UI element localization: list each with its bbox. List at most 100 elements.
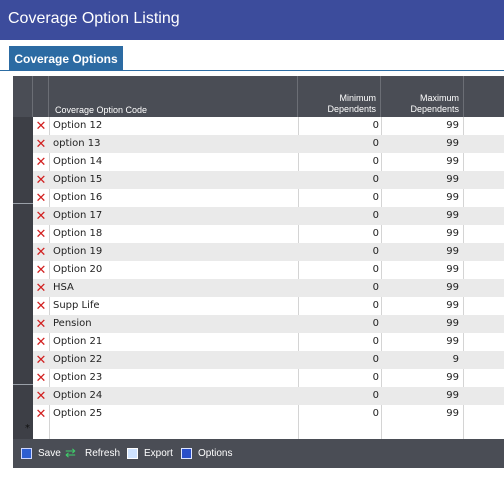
cell-coverage-option-code[interactable]: Option 24	[53, 390, 103, 401]
table-row[interactable]: ✕ Option 19 0 99	[33, 243, 504, 261]
table-row[interactable]: ✕ Option 15 0 99	[33, 171, 504, 189]
cell-coverage-option-code[interactable]: Option 16	[53, 192, 103, 203]
cell-coverage-option-code[interactable]: option 13	[53, 138, 101, 149]
table-row[interactable]: ✕ Supp Life 0 99	[33, 297, 504, 315]
table-row[interactable]: ✕ Option 20 0 99	[33, 261, 504, 279]
cell-minimum-dependents[interactable]: 0	[372, 120, 379, 131]
save-button[interactable]: Save	[21, 445, 61, 461]
cell-coverage-option-code[interactable]: HSA	[53, 282, 74, 293]
cell-minimum-dependents[interactable]: 0	[372, 192, 379, 203]
cell-maximum-dependents[interactable]: 99	[446, 264, 459, 275]
cell-minimum-dependents[interactable]: 0	[372, 372, 379, 383]
table-row[interactable]: ✕ option 13 0 99	[33, 135, 504, 153]
delete-x-icon[interactable]: ✕	[35, 208, 47, 224]
cell-maximum-dependents[interactable]: 99	[446, 138, 459, 149]
delete-x-icon[interactable]: ✕	[35, 370, 47, 386]
table-row[interactable]: ✕ Option 16 0 99	[33, 189, 504, 207]
cell-maximum-dependents[interactable]: 99	[446, 372, 459, 383]
delete-x-icon[interactable]: ✕	[35, 406, 47, 422]
cell-maximum-dependents[interactable]: 99	[446, 228, 459, 239]
column-header-min-label: Minimum Dependents	[327, 93, 376, 115]
column-divider	[463, 117, 464, 439]
cell-minimum-dependents[interactable]: 0	[372, 228, 379, 239]
cell-maximum-dependents[interactable]: 99	[446, 300, 459, 311]
cell-coverage-option-code[interactable]: Option 23	[53, 372, 103, 383]
export-button[interactable]: Export	[127, 445, 173, 461]
cell-maximum-dependents[interactable]: 99	[446, 408, 459, 419]
cell-minimum-dependents[interactable]: 0	[372, 138, 379, 149]
cell-minimum-dependents[interactable]: 0	[372, 390, 379, 401]
cell-coverage-option-code[interactable]: Option 21	[53, 336, 103, 347]
cell-minimum-dependents[interactable]: 0	[372, 210, 379, 221]
cell-coverage-option-code[interactable]: Option 19	[53, 246, 103, 257]
cell-maximum-dependents[interactable]: 99	[446, 282, 459, 293]
delete-x-icon[interactable]: ✕	[35, 262, 47, 278]
cell-coverage-option-code[interactable]: Option 14	[53, 156, 103, 167]
column-header-min-dependents[interactable]: Minimum Dependents	[298, 76, 381, 117]
table-row[interactable]: ✕ Option 24 0 99	[33, 387, 504, 405]
table-row[interactable]: ✕ HSA 0 99	[33, 279, 504, 297]
cell-minimum-dependents[interactable]: 0	[372, 354, 379, 365]
cell-maximum-dependents[interactable]: 99	[446, 318, 459, 329]
column-divider	[298, 117, 299, 439]
cell-maximum-dependents[interactable]: 99	[446, 210, 459, 221]
delete-x-icon[interactable]: ✕	[35, 244, 47, 260]
delete-x-icon[interactable]: ✕	[35, 190, 47, 206]
cell-maximum-dependents[interactable]: 99	[446, 192, 459, 203]
table-row[interactable]: ✕ Option 14 0 99	[33, 153, 504, 171]
column-header-code[interactable]: Coverage Option Code	[49, 76, 298, 117]
cell-maximum-dependents[interactable]: 9	[452, 354, 459, 365]
save-disk-icon	[21, 447, 32, 459]
cell-minimum-dependents[interactable]: 0	[372, 156, 379, 167]
table-row[interactable]: ✕ Option 23 0 99	[33, 369, 504, 387]
export-button-label: Export	[144, 447, 173, 459]
delete-x-icon[interactable]: ✕	[35, 154, 47, 170]
cell-coverage-option-code[interactable]: Option 15	[53, 174, 103, 185]
delete-x-icon[interactable]: ✕	[35, 172, 47, 188]
cell-minimum-dependents[interactable]: 0	[372, 300, 379, 311]
cell-maximum-dependents[interactable]: 99	[446, 390, 459, 401]
cell-coverage-option-code[interactable]: Supp Life	[53, 300, 100, 311]
delete-x-icon[interactable]: ✕	[35, 136, 47, 152]
cell-maximum-dependents[interactable]: 99	[446, 156, 459, 167]
cell-coverage-option-code[interactable]: Option 22	[53, 354, 103, 365]
delete-x-icon[interactable]: ✕	[35, 316, 47, 332]
table-row[interactable]: ✕ Option 21 0 99	[33, 333, 504, 351]
table-row[interactable]: ✕ Option 18 0 99	[33, 225, 504, 243]
cell-coverage-option-code[interactable]: Option 17	[53, 210, 103, 221]
table-row[interactable]: ✕ Option 12 0 99	[33, 117, 504, 135]
table-row[interactable]: ✕ Pension 0 99	[33, 315, 504, 333]
delete-x-icon[interactable]: ✕	[35, 334, 47, 350]
cell-minimum-dependents[interactable]: 0	[372, 318, 379, 329]
cell-coverage-option-code[interactable]: Pension	[53, 318, 92, 329]
column-divider	[49, 117, 50, 439]
delete-x-icon[interactable]: ✕	[35, 118, 47, 134]
cell-maximum-dependents[interactable]: 99	[446, 120, 459, 131]
column-header-max-dependents[interactable]: Maximum Dependents	[381, 76, 464, 117]
tab-coverage-options[interactable]: Coverage Options	[9, 46, 123, 71]
cell-coverage-option-code[interactable]: Option 18	[53, 228, 103, 239]
cell-coverage-option-code[interactable]: Option 25	[53, 408, 103, 419]
cell-minimum-dependents[interactable]: 0	[372, 336, 379, 347]
cell-minimum-dependents[interactable]: 0	[372, 264, 379, 275]
delete-x-icon[interactable]: ✕	[35, 298, 47, 314]
row-selector-mark	[13, 384, 33, 385]
delete-x-icon[interactable]: ✕	[35, 352, 47, 368]
table-row[interactable]: ✕ Option 25 0 99	[33, 405, 504, 423]
cell-minimum-dependents[interactable]: 0	[372, 282, 379, 293]
cell-coverage-option-code[interactable]: Option 12	[53, 120, 103, 131]
table-row[interactable]: ✕ Option 17 0 99	[33, 207, 504, 225]
cell-maximum-dependents[interactable]: 99	[446, 246, 459, 257]
delete-x-icon[interactable]: ✕	[35, 388, 47, 404]
cell-minimum-dependents[interactable]: 0	[372, 408, 379, 419]
refresh-button[interactable]: ⇄ Refresh	[65, 445, 120, 461]
options-button[interactable]: Options	[181, 445, 232, 461]
delete-x-icon[interactable]: ✕	[35, 280, 47, 296]
cell-maximum-dependents[interactable]: 99	[446, 174, 459, 185]
table-row[interactable]: ✕ Option 22 0 9	[33, 351, 504, 369]
delete-x-icon[interactable]: ✕	[35, 226, 47, 242]
cell-maximum-dependents[interactable]: 99	[446, 336, 459, 347]
cell-coverage-option-code[interactable]: Option 20	[53, 264, 103, 275]
cell-minimum-dependents[interactable]: 0	[372, 246, 379, 257]
cell-minimum-dependents[interactable]: 0	[372, 174, 379, 185]
